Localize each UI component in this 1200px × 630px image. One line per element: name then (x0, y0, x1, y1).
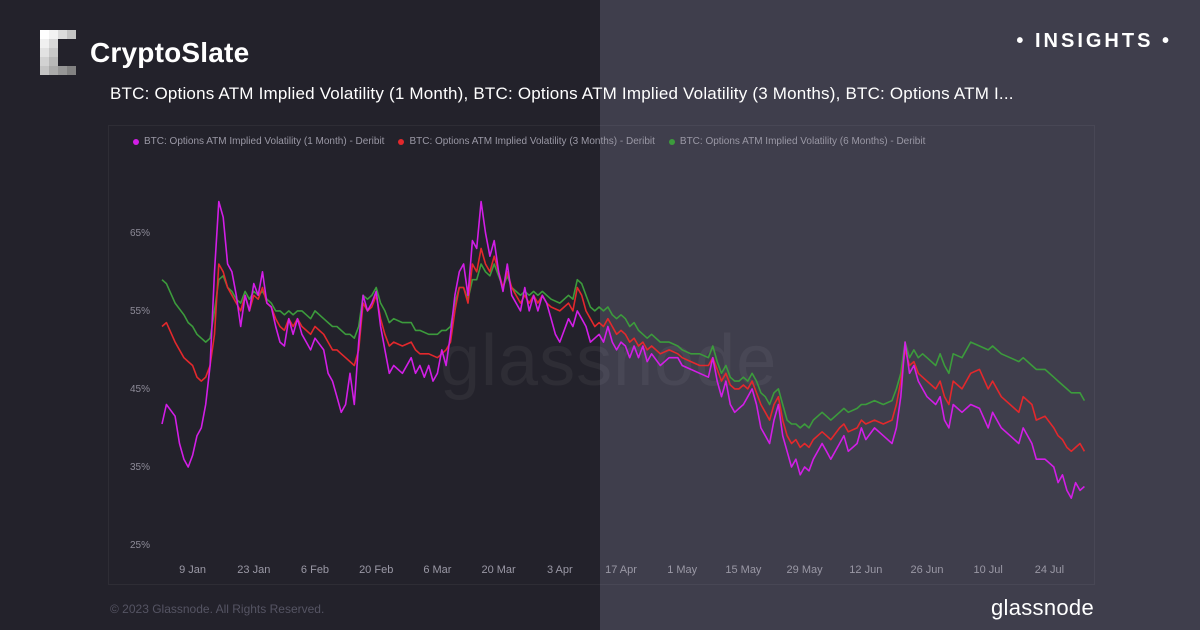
brand-name: CryptoSlate (90, 36, 250, 68)
x-tick-label: 15 May (725, 564, 762, 576)
cryptoslate-logo-icon (40, 30, 76, 75)
x-tick-label: 20 Mar (481, 564, 516, 576)
legend-item-6m[interactable]: BTC: Options ATM Implied Volatility (6 M… (668, 136, 926, 147)
x-tick-label: 10 Jul (974, 564, 1003, 576)
x-tick-label: 23 Jan (237, 564, 270, 576)
legend-dot-6m (668, 138, 675, 145)
legend-label-6m: BTC: Options ATM Implied Volatility (6 M… (679, 136, 926, 147)
copyright-text: © 2023 Glassnode. All Rights Reserved. (110, 602, 325, 616)
x-tick-label: 3 Apr (547, 564, 573, 576)
chart-title: BTC: Options ATM Implied Volatility (1 M… (110, 84, 1014, 103)
x-tick-label: 24 Jul (1035, 564, 1064, 576)
brand-header: CryptoSlate (40, 30, 249, 75)
x-tick-label: 9 Jan (179, 564, 206, 576)
legend-dot-1m (133, 138, 139, 145)
insights-badge: • INSIGHTS • (1016, 30, 1172, 52)
background-right-panel (600, 0, 1200, 630)
chart-legend: BTC: Options ATM Implied Volatility (1 M… (133, 136, 939, 147)
x-tick-label: 6 Mar (423, 564, 451, 576)
series-line-1m (161, 200, 1085, 499)
legend-label-3m: BTC: Options ATM Implied Volatility (3 M… (409, 136, 655, 147)
legend-item-3m[interactable]: BTC: Options ATM Implied Volatility (3 M… (398, 136, 655, 147)
x-tick-label: 12 Jun (849, 564, 882, 576)
x-tick-label: 17 Apr (605, 564, 637, 576)
x-tick-label: 26 Jun (910, 564, 943, 576)
y-tick-label: 35% (130, 462, 150, 473)
chart-panel (108, 125, 1095, 585)
y-tick-label: 45% (130, 384, 150, 395)
y-tick-label: 55% (130, 306, 150, 317)
legend-item-1m[interactable]: BTC: Options ATM Implied Volatility (1 M… (133, 136, 384, 147)
legend-dot-3m (398, 138, 405, 145)
series-line-6m (161, 263, 1086, 429)
series-line-3m (161, 247, 1086, 453)
chart-watermark: glassnode (440, 321, 778, 401)
y-tick-label: 25% (130, 540, 150, 551)
glassnode-logo: glassnode (991, 595, 1094, 620)
x-tick-label: 1 May (667, 564, 697, 576)
legend-label-1m: BTC: Options ATM Implied Volatility (1 M… (144, 136, 385, 147)
x-tick-label: 20 Feb (359, 564, 393, 576)
x-tick-label: 29 May (787, 564, 824, 576)
y-tick-label: 65% (130, 228, 150, 239)
x-tick-label: 6 Feb (301, 564, 329, 576)
